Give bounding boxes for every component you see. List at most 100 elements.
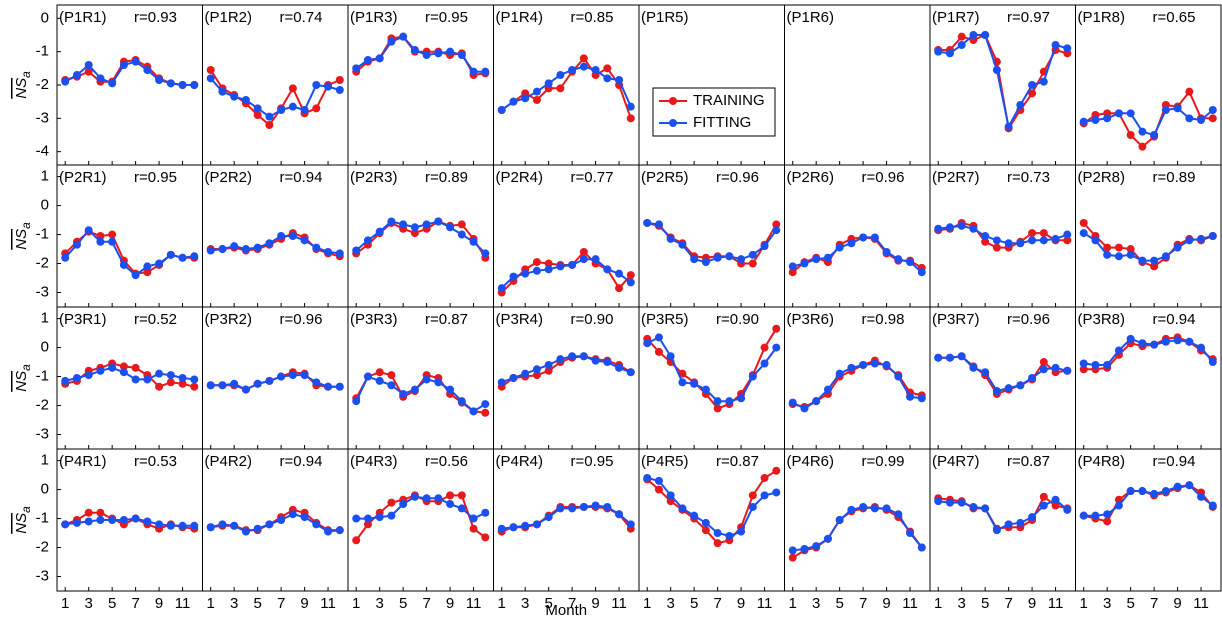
series-point	[823, 534, 832, 543]
series-point	[422, 494, 431, 503]
series-point	[713, 529, 722, 538]
panel-label: (P4R8)	[1078, 453, 1126, 470]
series-point	[324, 527, 333, 536]
series-point	[1063, 236, 1072, 245]
series-line	[792, 236, 923, 273]
series-point	[300, 513, 309, 522]
series-point	[190, 382, 199, 391]
series-point	[335, 86, 344, 94]
series-point	[422, 51, 431, 59]
series-point	[72, 518, 81, 527]
series-point	[906, 529, 915, 538]
series-point	[335, 249, 344, 258]
series-point	[410, 223, 419, 232]
y-tick-label: -2	[36, 538, 49, 555]
series-point	[312, 81, 321, 89]
series-point	[945, 498, 954, 507]
series-point	[1114, 243, 1123, 252]
y-label-main: NS	[13, 371, 30, 392]
series-point	[155, 369, 164, 378]
series-point	[1028, 236, 1037, 245]
series-point	[1103, 510, 1112, 519]
x-tick-label: 5	[981, 595, 989, 612]
panel-frame	[929, 306, 1076, 450]
series-point	[823, 385, 832, 394]
legend-marker	[669, 97, 677, 105]
series-point	[143, 375, 152, 384]
series-point	[654, 333, 663, 342]
series-point	[760, 491, 769, 500]
series-point	[1185, 236, 1194, 245]
y-tick-label: -1	[36, 226, 49, 243]
series-point	[206, 523, 215, 532]
series-point	[772, 324, 781, 333]
x-tick-label: 3	[1103, 595, 1111, 612]
series-point	[521, 369, 530, 378]
series-point	[934, 497, 943, 506]
series-point	[1004, 239, 1013, 248]
series-point	[800, 404, 809, 413]
series-point	[131, 375, 140, 384]
series-line	[355, 35, 486, 77]
series-point	[603, 502, 612, 511]
series-point	[772, 466, 781, 475]
series-point	[218, 520, 227, 529]
x-tick-label: 9	[1028, 595, 1036, 612]
series-point	[725, 252, 734, 261]
series-point	[626, 114, 635, 123]
series-point	[410, 385, 419, 394]
series-point	[481, 508, 490, 517]
series-point	[812, 255, 821, 264]
series-point	[509, 97, 518, 106]
series-line	[210, 374, 340, 391]
series-point	[666, 491, 675, 500]
x-tick-label: 9	[882, 595, 890, 612]
series-point	[1197, 343, 1206, 352]
x-tick-label: 7	[713, 595, 721, 612]
x-tick-label: 7	[277, 595, 285, 612]
series-line	[355, 220, 487, 259]
x-tick-label: 3	[667, 595, 675, 612]
series-point	[190, 375, 199, 384]
panel-label: (P3R2)	[205, 311, 253, 328]
x-tick-label: 1	[352, 595, 360, 612]
panel-label: (P4R2)	[205, 453, 253, 470]
y-label-sub: a	[19, 222, 33, 229]
panel-frame	[784, 164, 931, 308]
series-point	[1063, 230, 1072, 239]
series-point	[96, 366, 105, 375]
panel-annotation: r=0.77	[571, 169, 614, 186]
panel-label: (P1R1)	[59, 9, 107, 26]
series-point	[84, 226, 93, 235]
series-point	[603, 358, 612, 367]
x-tick-label: 3	[521, 595, 529, 612]
series-point	[579, 62, 588, 71]
series-point	[178, 253, 187, 262]
series-point	[957, 498, 966, 507]
series-point	[131, 363, 140, 372]
series-point	[544, 366, 553, 375]
series-point	[119, 61, 128, 69]
series-point	[206, 66, 215, 74]
series-point	[969, 224, 978, 233]
panel-label: (P2R2)	[205, 169, 253, 186]
series-point	[626, 271, 635, 280]
series-point	[1126, 131, 1135, 139]
series-point	[701, 385, 710, 394]
panel-label: (P4R7)	[932, 453, 980, 470]
series-point	[1039, 501, 1048, 510]
panel-frame	[638, 306, 785, 450]
series-point	[556, 262, 565, 271]
panel-annotation: r=0.95	[134, 169, 177, 186]
series-point	[737, 255, 746, 264]
series-point	[457, 220, 466, 229]
series-point	[277, 232, 286, 240]
x-tick-label: 11	[611, 595, 627, 612]
series-point	[760, 242, 769, 251]
series-point	[375, 227, 384, 236]
series-point	[410, 492, 419, 501]
x-tick-label: 7	[131, 595, 139, 612]
panel-annotation: r=0.96	[280, 311, 323, 328]
series-point	[387, 37, 396, 46]
x-tick-label: 5	[399, 595, 407, 612]
